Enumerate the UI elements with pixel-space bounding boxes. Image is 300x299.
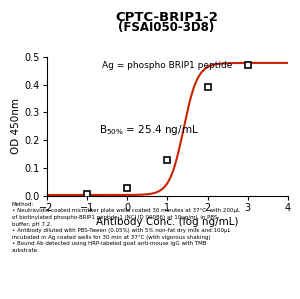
Y-axis label: OD 450nm: OD 450nm <box>11 98 21 154</box>
Text: Method:
• Neutravidin-coated microtiter plate wells coated 30 minutes at 37°C  w: Method: • Neutravidin-coated microtiter … <box>12 202 240 253</box>
Text: B$_{50\%}$ = 25.4 ng/mL: B$_{50\%}$ = 25.4 ng/mL <box>99 123 199 138</box>
Text: CPTC-BRIP1-2: CPTC-BRIP1-2 <box>115 11 218 24</box>
X-axis label: Antibody Conc. (log ng/mL): Antibody Conc. (log ng/mL) <box>96 217 238 227</box>
Text: (FSAI050-3D8): (FSAI050-3D8) <box>118 21 214 34</box>
Text: Ag = phospho BRIP1 peptide: Ag = phospho BRIP1 peptide <box>102 61 232 70</box>
